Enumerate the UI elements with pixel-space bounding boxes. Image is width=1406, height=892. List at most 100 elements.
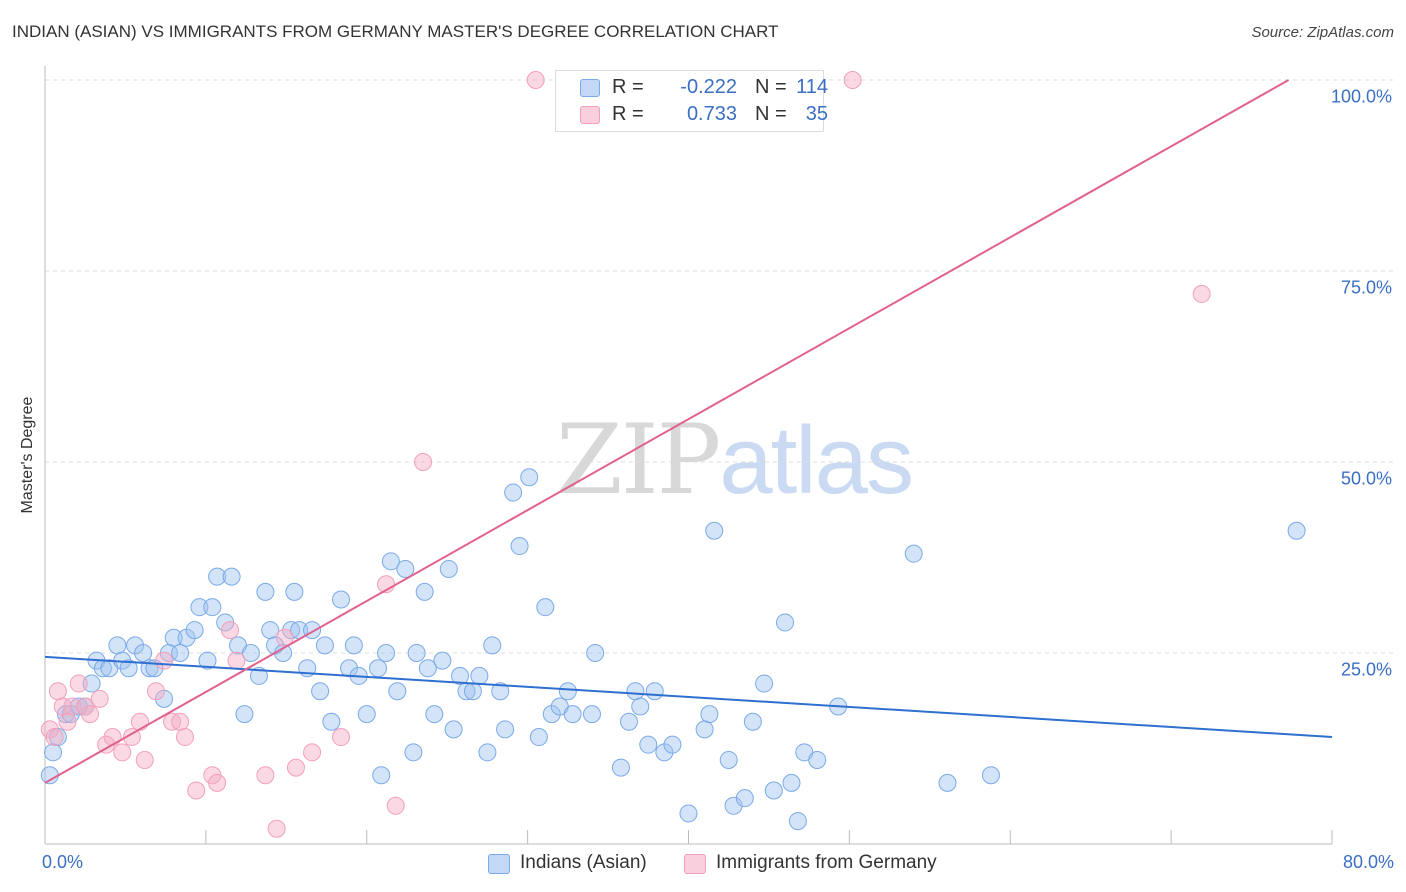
point-indians [340, 659, 359, 678]
bottom-legend-indians: Indians (Asian) [488, 852, 647, 874]
point-indians [171, 644, 190, 662]
point-indians [563, 705, 582, 724]
point-indians [611, 758, 630, 777]
point-indians [164, 628, 183, 647]
point-indians [719, 750, 738, 769]
point-indians [705, 521, 724, 540]
point-germany [81, 705, 100, 724]
point-germany [208, 773, 227, 792]
point-indians [700, 705, 719, 724]
watermark-atlas: atlas [719, 407, 914, 514]
point-indians [582, 705, 601, 724]
point-indians [619, 712, 638, 731]
bottom-legend-swatch-pink [684, 854, 706, 874]
point-indians [776, 613, 795, 632]
point-germany [267, 819, 286, 838]
point-germany [1192, 284, 1211, 303]
point-indians [433, 651, 452, 670]
point-indians [938, 773, 957, 792]
point-indians [315, 636, 334, 655]
legend-r-label: R = [612, 103, 644, 125]
point-indians [241, 644, 260, 662]
point-indians [82, 674, 101, 693]
point-indians [735, 789, 754, 808]
point-indians [208, 567, 227, 586]
point-germany [48, 682, 67, 701]
point-indians [322, 712, 341, 731]
point-indians [536, 598, 555, 617]
legend-r-label: R = [612, 76, 644, 98]
y-tick-label: 50.0% [1340, 468, 1392, 489]
point-indians [119, 659, 138, 678]
stats-legend: R = -0.222 N = 114 R = 0.733 N = 35 [555, 70, 828, 132]
point-indians [782, 773, 801, 792]
point-germany [221, 621, 240, 640]
point-indians [504, 483, 523, 502]
point-indians [631, 697, 650, 716]
point-indians [256, 582, 275, 601]
point-indians [520, 468, 539, 487]
point-indians [404, 743, 423, 762]
point-indians [808, 750, 827, 769]
point-indians [558, 682, 577, 701]
point-germany [63, 697, 82, 716]
point-indians [235, 705, 254, 724]
point-germany [386, 796, 405, 815]
chart-source: Source: ZipAtlas.com [1251, 24, 1394, 41]
point-germany [171, 712, 190, 731]
point-indians [185, 621, 204, 640]
point-germany [155, 651, 174, 670]
point-indians [274, 644, 293, 662]
point-germany [103, 728, 122, 747]
bottom-legend-swatch-blue [488, 854, 510, 874]
point-indians [369, 659, 388, 678]
trendline-germany [44, 79, 1290, 784]
point-indians [626, 682, 645, 701]
point-indians [407, 644, 426, 662]
watermark: ZIPatlas [556, 404, 914, 516]
point-indians [44, 743, 63, 762]
legend-r-value-germany: 0.733 [686, 103, 737, 125]
point-indians [381, 552, 400, 571]
point-indians [491, 682, 510, 701]
bottom-legend-label-indians: Indians (Asian) [520, 852, 647, 873]
point-indians [463, 682, 482, 701]
chart-title: INDIAN (ASIAN) VS IMMIGRANTS FROM GERMAN… [12, 22, 779, 41]
point-germany [135, 750, 154, 769]
point-indians [764, 781, 783, 800]
y-tick-label: 25.0% [1340, 659, 1392, 680]
trendline-indians [44, 655, 1333, 739]
point-germany [122, 728, 141, 747]
point-germany [130, 712, 149, 731]
x-tick-min: 0.0% [42, 852, 84, 872]
point-germany [187, 781, 206, 800]
point-indians [332, 590, 351, 609]
point-indians [478, 743, 497, 762]
point-indians [904, 544, 923, 563]
point-germany [526, 71, 545, 89]
point-indians [311, 682, 330, 701]
point-germany [227, 651, 246, 670]
point-germany [147, 682, 166, 701]
legend-n-label: N = [755, 103, 787, 125]
point-germany [303, 743, 322, 762]
bottom-legend-germany: Immigrants from Germany [684, 852, 937, 874]
point-indians [743, 712, 762, 731]
point-indians [439, 559, 458, 578]
point-indians [388, 682, 407, 701]
point-indians [451, 666, 470, 685]
point-germany [45, 728, 64, 747]
bottom-legend-label-germany: Immigrants from Germany [716, 852, 937, 873]
legend-n-value-germany: 35 [805, 103, 828, 125]
point-indians [203, 598, 222, 617]
point-indians [470, 666, 489, 685]
point-indians [357, 705, 376, 724]
point-indians [377, 644, 396, 662]
point-indians [425, 705, 444, 724]
legend-n-label: N = [755, 76, 787, 98]
point-germany [97, 735, 116, 754]
point-indians [396, 559, 415, 578]
point-indians [679, 804, 698, 823]
point-germany [332, 728, 351, 747]
